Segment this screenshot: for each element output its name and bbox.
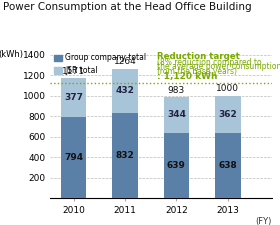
Text: 983: 983 (168, 86, 185, 95)
Bar (215, 133, 241, 198)
Text: 432: 432 (116, 86, 134, 95)
Bar (164, 97, 189, 133)
Text: 639: 639 (167, 161, 186, 170)
Text: 1000: 1000 (216, 84, 239, 93)
Text: 362: 362 (218, 110, 237, 119)
Text: 1264: 1264 (114, 57, 136, 66)
Text: : 1,120 kWh: : 1,120 kWh (157, 72, 217, 81)
Bar (61, 117, 87, 198)
Text: 832: 832 (116, 151, 134, 160)
Text: 377: 377 (64, 93, 83, 102)
Y-axis label: (kWh): (kWh) (0, 50, 23, 58)
Text: 344: 344 (167, 110, 186, 119)
Text: 1171: 1171 (62, 67, 85, 76)
Legend: Group company total, JSR total: Group company total, JSR total (54, 53, 146, 75)
Text: (FY): (FY) (255, 217, 272, 225)
Bar (215, 96, 241, 133)
Bar (164, 133, 189, 198)
Bar (112, 69, 138, 113)
Bar (61, 78, 87, 117)
Text: 638: 638 (218, 161, 237, 170)
Bar (112, 113, 138, 198)
Text: (8% reduction compared to: (8% reduction compared to (157, 58, 262, 67)
Text: from the base years): from the base years) (157, 67, 237, 76)
Text: Power Consumption at the Head Office Building: Power Consumption at the Head Office Bui… (3, 2, 251, 12)
Text: Reduction target: Reduction target (157, 52, 240, 61)
Text: 794: 794 (64, 153, 83, 162)
Text: the average power consumption: the average power consumption (157, 62, 280, 71)
